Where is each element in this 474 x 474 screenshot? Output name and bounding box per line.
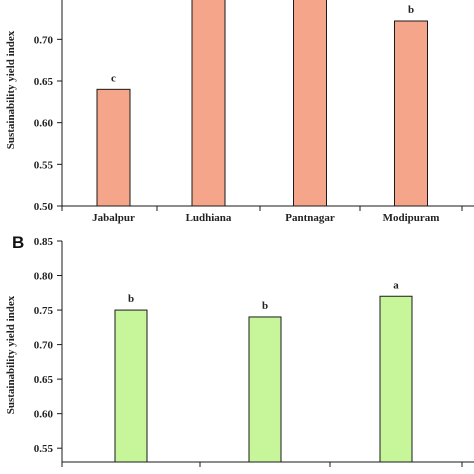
significance-letter: a — [393, 279, 399, 291]
bar — [96, 88, 131, 207]
y-axis-title: Sustainability yield index — [5, 295, 17, 414]
significance-letter: c — [111, 72, 116, 84]
y-tick-label: 0.70 — [34, 34, 54, 46]
y-tick-label: 0.50 — [34, 201, 54, 213]
y-tick-label: 0.55 — [34, 443, 54, 455]
bar — [293, 0, 327, 207]
y-tick-label: 0.60 — [34, 118, 54, 130]
chart-panel-1: c b 0.50 0.55 0.60 0.65 0.70 Jabalpur Ludhiana Pa… — [5, 0, 474, 224]
x-category-label: Jabalpur — [92, 212, 135, 224]
y-tick-label: 0.75 — [34, 305, 54, 317]
bar — [191, 0, 226, 207]
bar — [394, 20, 428, 207]
y-axis-title: Sustainability yield index — [5, 30, 17, 149]
y-tick-label: 0.55 — [34, 159, 54, 171]
y-tick-label: 0.80 — [34, 271, 54, 283]
y-tick-label: 0.60 — [34, 409, 54, 421]
chart-panel-2: b b a 0.55 0.60 0.65 0.70 0.75 0.80 0.85 Sustainab… — [5, 233, 474, 467]
y-tick-label: 0.65 — [34, 76, 54, 88]
y-tick-label: 0.85 — [34, 236, 54, 248]
x-category-label: Ludhiana — [186, 212, 232, 224]
bar — [248, 316, 282, 463]
y-tick-label: 0.70 — [34, 340, 54, 352]
significance-letter: b — [128, 293, 134, 305]
bar — [114, 309, 148, 463]
x-category-label: Modipuram — [383, 212, 440, 224]
significance-letter: b — [408, 4, 414, 16]
x-category-label: Pantnagar — [285, 212, 335, 224]
significance-letter: b — [262, 300, 268, 312]
y-tick-label: 0.65 — [34, 374, 54, 386]
panel-letter: B — [12, 233, 24, 252]
bar — [379, 295, 413, 463]
